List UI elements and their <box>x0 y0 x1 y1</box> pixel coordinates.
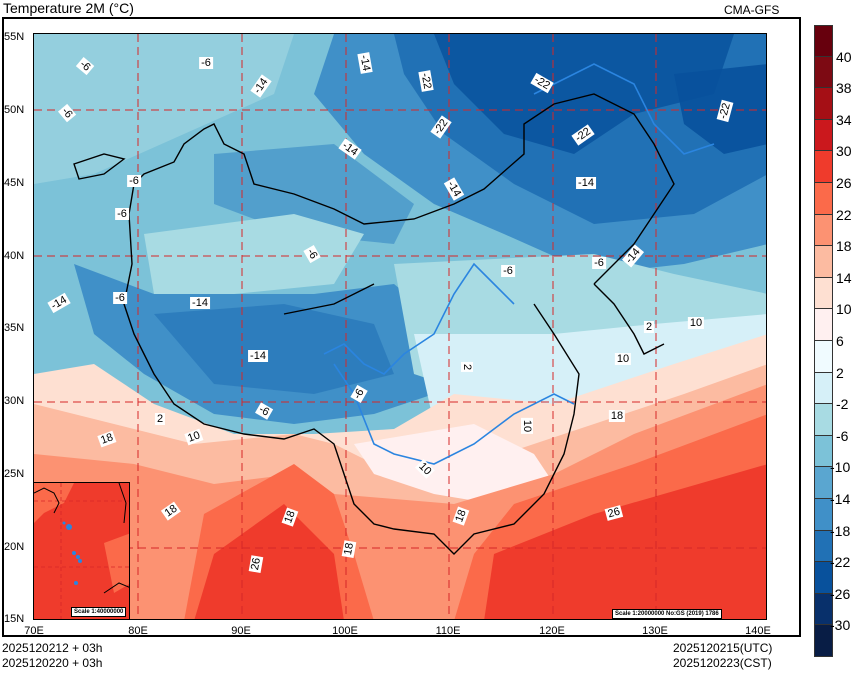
lat-label-40n: 40N <box>4 250 25 262</box>
contour-label: -14 <box>190 297 210 309</box>
south-china-sea-inset: Scale 1:40000000 <box>33 482 130 620</box>
model-name: CMA-GFS <box>724 3 780 17</box>
lat-label-45n: 45N <box>4 177 25 189</box>
map-fill <box>34 34 766 619</box>
contour-label: 2 <box>154 413 166 425</box>
colorbar-label: -22 <box>830 554 851 571</box>
colorbar-label: 40 <box>836 48 852 65</box>
scale-label-main: Scale 1:20000000 No:GS (2019) 1786 <box>612 609 722 619</box>
colorbar-label: 22 <box>836 206 852 223</box>
colorbar-label: 18 <box>836 238 852 255</box>
colorbar-segment <box>814 119 833 152</box>
inset-map <box>34 483 129 619</box>
contour-label: -6 <box>127 175 141 187</box>
colorbar-label: 10 <box>836 301 852 318</box>
contour-label: -6 <box>501 265 515 277</box>
contour-label: 18 <box>608 410 626 422</box>
lat-label-20n: 20N <box>4 541 25 553</box>
colorbar-label: -6 <box>836 427 849 444</box>
init-time-utc: 2025120212 + 03h <box>2 641 103 655</box>
colorbar-label: -30 <box>830 617 851 634</box>
chart-title: Temperature 2M (°C) <box>3 0 134 16</box>
scale-label-inset: Scale 1:40000000 <box>71 607 127 617</box>
lon-label-100e: 100E <box>332 625 358 637</box>
colorbar-label: -2 <box>836 396 849 413</box>
colorbar-segment <box>814 25 833 57</box>
lon-label-90e: 90E <box>231 625 251 637</box>
colorbar <box>814 25 833 657</box>
lat-label-15n: 15N <box>4 613 25 625</box>
colorbar-segment <box>814 372 833 405</box>
temperature-map: -6 -6 -14 -14 -22 -22 -6 -22 -22 -22 -14 -6 -14 -14 -6… <box>33 33 767 620</box>
contour-label: 10 <box>614 353 632 365</box>
colorbar-segment <box>814 530 833 563</box>
colorbar-label: 14 <box>836 269 852 286</box>
colorbar-label: -10 <box>830 459 851 476</box>
colorbar-segment <box>814 498 833 531</box>
colorbar-segment <box>814 151 833 183</box>
contour-label: 2 <box>643 321 655 333</box>
colorbar-label: -14 <box>830 491 851 507</box>
colorbar-segment <box>814 404 833 436</box>
colorbar-segment <box>814 88 833 120</box>
colorbar-segment <box>814 625 833 657</box>
colorbar-segment <box>814 246 833 278</box>
contour-label: 10 <box>521 417 533 435</box>
colorbar-label: 26 <box>836 175 852 191</box>
colorbar-label: 2 <box>836 364 844 381</box>
colorbar-label: 30 <box>836 143 852 160</box>
lon-label-70e: 70E <box>24 625 44 637</box>
lon-label-140e: 140E <box>745 625 771 637</box>
plot-frame <box>2 17 801 637</box>
valid-time-cst: 2025120223(CST) <box>673 656 772 670</box>
contour-label: -6 <box>115 208 129 220</box>
colorbar-segment <box>814 467 833 499</box>
lat-label-50n: 50N <box>4 104 25 116</box>
contour-label: -6 <box>199 57 213 69</box>
lon-label-80e: 80E <box>128 625 148 637</box>
colorbar-segment <box>814 214 833 247</box>
colorbar-segment <box>814 435 833 468</box>
lon-label-130e: 130E <box>642 625 668 637</box>
colorbar-segment <box>814 593 833 626</box>
contour-label: -6 <box>592 257 606 269</box>
contour-label: 2 <box>461 361 473 373</box>
colorbar-segment <box>814 562 833 594</box>
init-time-cst: 2025120220 + 03h <box>2 656 103 670</box>
valid-time-utc: 2025120215(UTC) <box>673 641 773 655</box>
colorbar-segment <box>814 56 833 89</box>
colorbar-label: 34 <box>836 111 852 128</box>
lat-label-30n: 30N <box>4 395 25 407</box>
colorbar-segment <box>814 277 833 310</box>
colorbar-label: -18 <box>830 522 851 539</box>
colorbar-segment <box>814 309 833 341</box>
contour-label: -14 <box>576 177 596 189</box>
contour-label: 10 <box>687 317 705 329</box>
colorbar-segment <box>814 340 833 373</box>
contour-label: -6 <box>113 292 127 304</box>
lon-label-110e: 110E <box>435 625 461 637</box>
lat-label-25n: 25N <box>4 468 25 480</box>
colorbar-label: 6 <box>836 333 844 349</box>
colorbar-label: 38 <box>836 80 852 97</box>
contour-label: -14 <box>248 350 268 362</box>
colorbar-label: -26 <box>830 585 851 602</box>
lat-label-55n: 55N <box>4 31 25 43</box>
lat-label-35n: 35N <box>4 322 25 334</box>
colorbar-segment <box>814 182 833 215</box>
lon-label-120e: 120E <box>539 625 565 637</box>
